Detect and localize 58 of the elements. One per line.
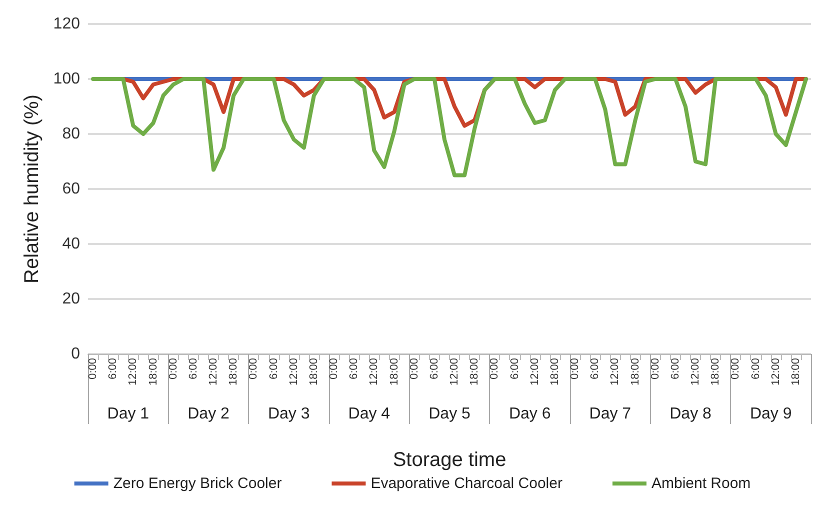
x-tick-label: 18:00 bbox=[468, 358, 481, 386]
legend-label: Evaporative Charcoal Cooler bbox=[370, 475, 562, 492]
line-series bbox=[91, 77, 808, 178]
x-tick-label: 18:00 bbox=[388, 358, 400, 386]
y-tick-label: 0 bbox=[71, 346, 80, 362]
text: Day 5 bbox=[428, 406, 470, 422]
x-tick-label: 12:00 bbox=[770, 358, 782, 386]
x-tick-label: 12:00 bbox=[288, 358, 300, 386]
x-tick-label: 0:00 bbox=[167, 358, 180, 380]
x-tick-label: 12:00 bbox=[690, 358, 702, 386]
x-tick-label: 0:00 bbox=[87, 358, 100, 380]
y-tick-label: 60 bbox=[62, 180, 80, 198]
legend-label: Ambient Room bbox=[651, 475, 751, 492]
x-tick-label: 0:00 bbox=[730, 358, 742, 380]
x-tick-label: 6:00 bbox=[750, 358, 762, 380]
y-tick-label: 120 bbox=[53, 16, 80, 32]
x-tick-label: 0:00 bbox=[408, 358, 420, 380]
y-tick-label: 20 bbox=[62, 290, 80, 308]
x-tick-label: 12:00 bbox=[609, 358, 622, 386]
y-axis-title: Relative humidity (%) bbox=[21, 94, 43, 284]
x-tick-label: 18:00 bbox=[228, 358, 240, 386]
text: Day 6 bbox=[508, 406, 551, 422]
x-tick-label: 18:00 bbox=[548, 358, 561, 386]
x-tick-label: 18:00 bbox=[790, 358, 802, 386]
text: Day 4 bbox=[348, 406, 390, 422]
y-tick-label: 100 bbox=[53, 70, 80, 88]
x-tick-label: 6:00 bbox=[669, 358, 682, 380]
x-tick-label: 6:00 bbox=[589, 358, 602, 380]
x-tick-label: 0:00 bbox=[649, 358, 662, 380]
text: Day 7 bbox=[589, 406, 632, 422]
x-tick-label: 6:00 bbox=[348, 358, 360, 380]
x-tick-label: 18:00 bbox=[308, 358, 320, 386]
text: Day 2 bbox=[188, 406, 230, 422]
x-tick-label: 12:00 bbox=[448, 358, 461, 386]
x-tick-label: 6:00 bbox=[107, 358, 120, 380]
text: Day 3 bbox=[268, 406, 310, 422]
x-tick-label: 0:00 bbox=[488, 358, 501, 380]
x-tick-label: 12:00 bbox=[127, 358, 140, 386]
y-tick-label: 80 bbox=[62, 126, 80, 142]
text: Day 8 bbox=[670, 406, 712, 422]
x-axis-title: Storage time bbox=[392, 449, 506, 471]
text: Day 9 bbox=[750, 406, 792, 422]
x-tick-label: 12:00 bbox=[208, 358, 220, 386]
x-tick-label: 12:00 bbox=[528, 358, 541, 386]
x-tick-label: 0:00 bbox=[248, 358, 260, 380]
legend-label: Zero Energy Brick Cooler bbox=[113, 475, 282, 492]
x-tick-label: 12:00 bbox=[368, 358, 380, 386]
x-tick-label: 18:00 bbox=[710, 358, 722, 386]
x-tick-label: 6:00 bbox=[268, 358, 280, 380]
x-tick-label: 6:00 bbox=[428, 358, 440, 380]
x-tick-label: 18:00 bbox=[147, 358, 160, 386]
x-tick-label: 0:00 bbox=[328, 358, 340, 380]
x-tick-label: 6:00 bbox=[508, 358, 521, 380]
x-tick-label: 0:00 bbox=[569, 358, 582, 380]
x-tick-label: 6:00 bbox=[187, 358, 200, 380]
y-tick-label: 40 bbox=[62, 236, 80, 252]
x-tick-label: 18:00 bbox=[629, 358, 642, 386]
text: Day 1 bbox=[107, 406, 150, 422]
